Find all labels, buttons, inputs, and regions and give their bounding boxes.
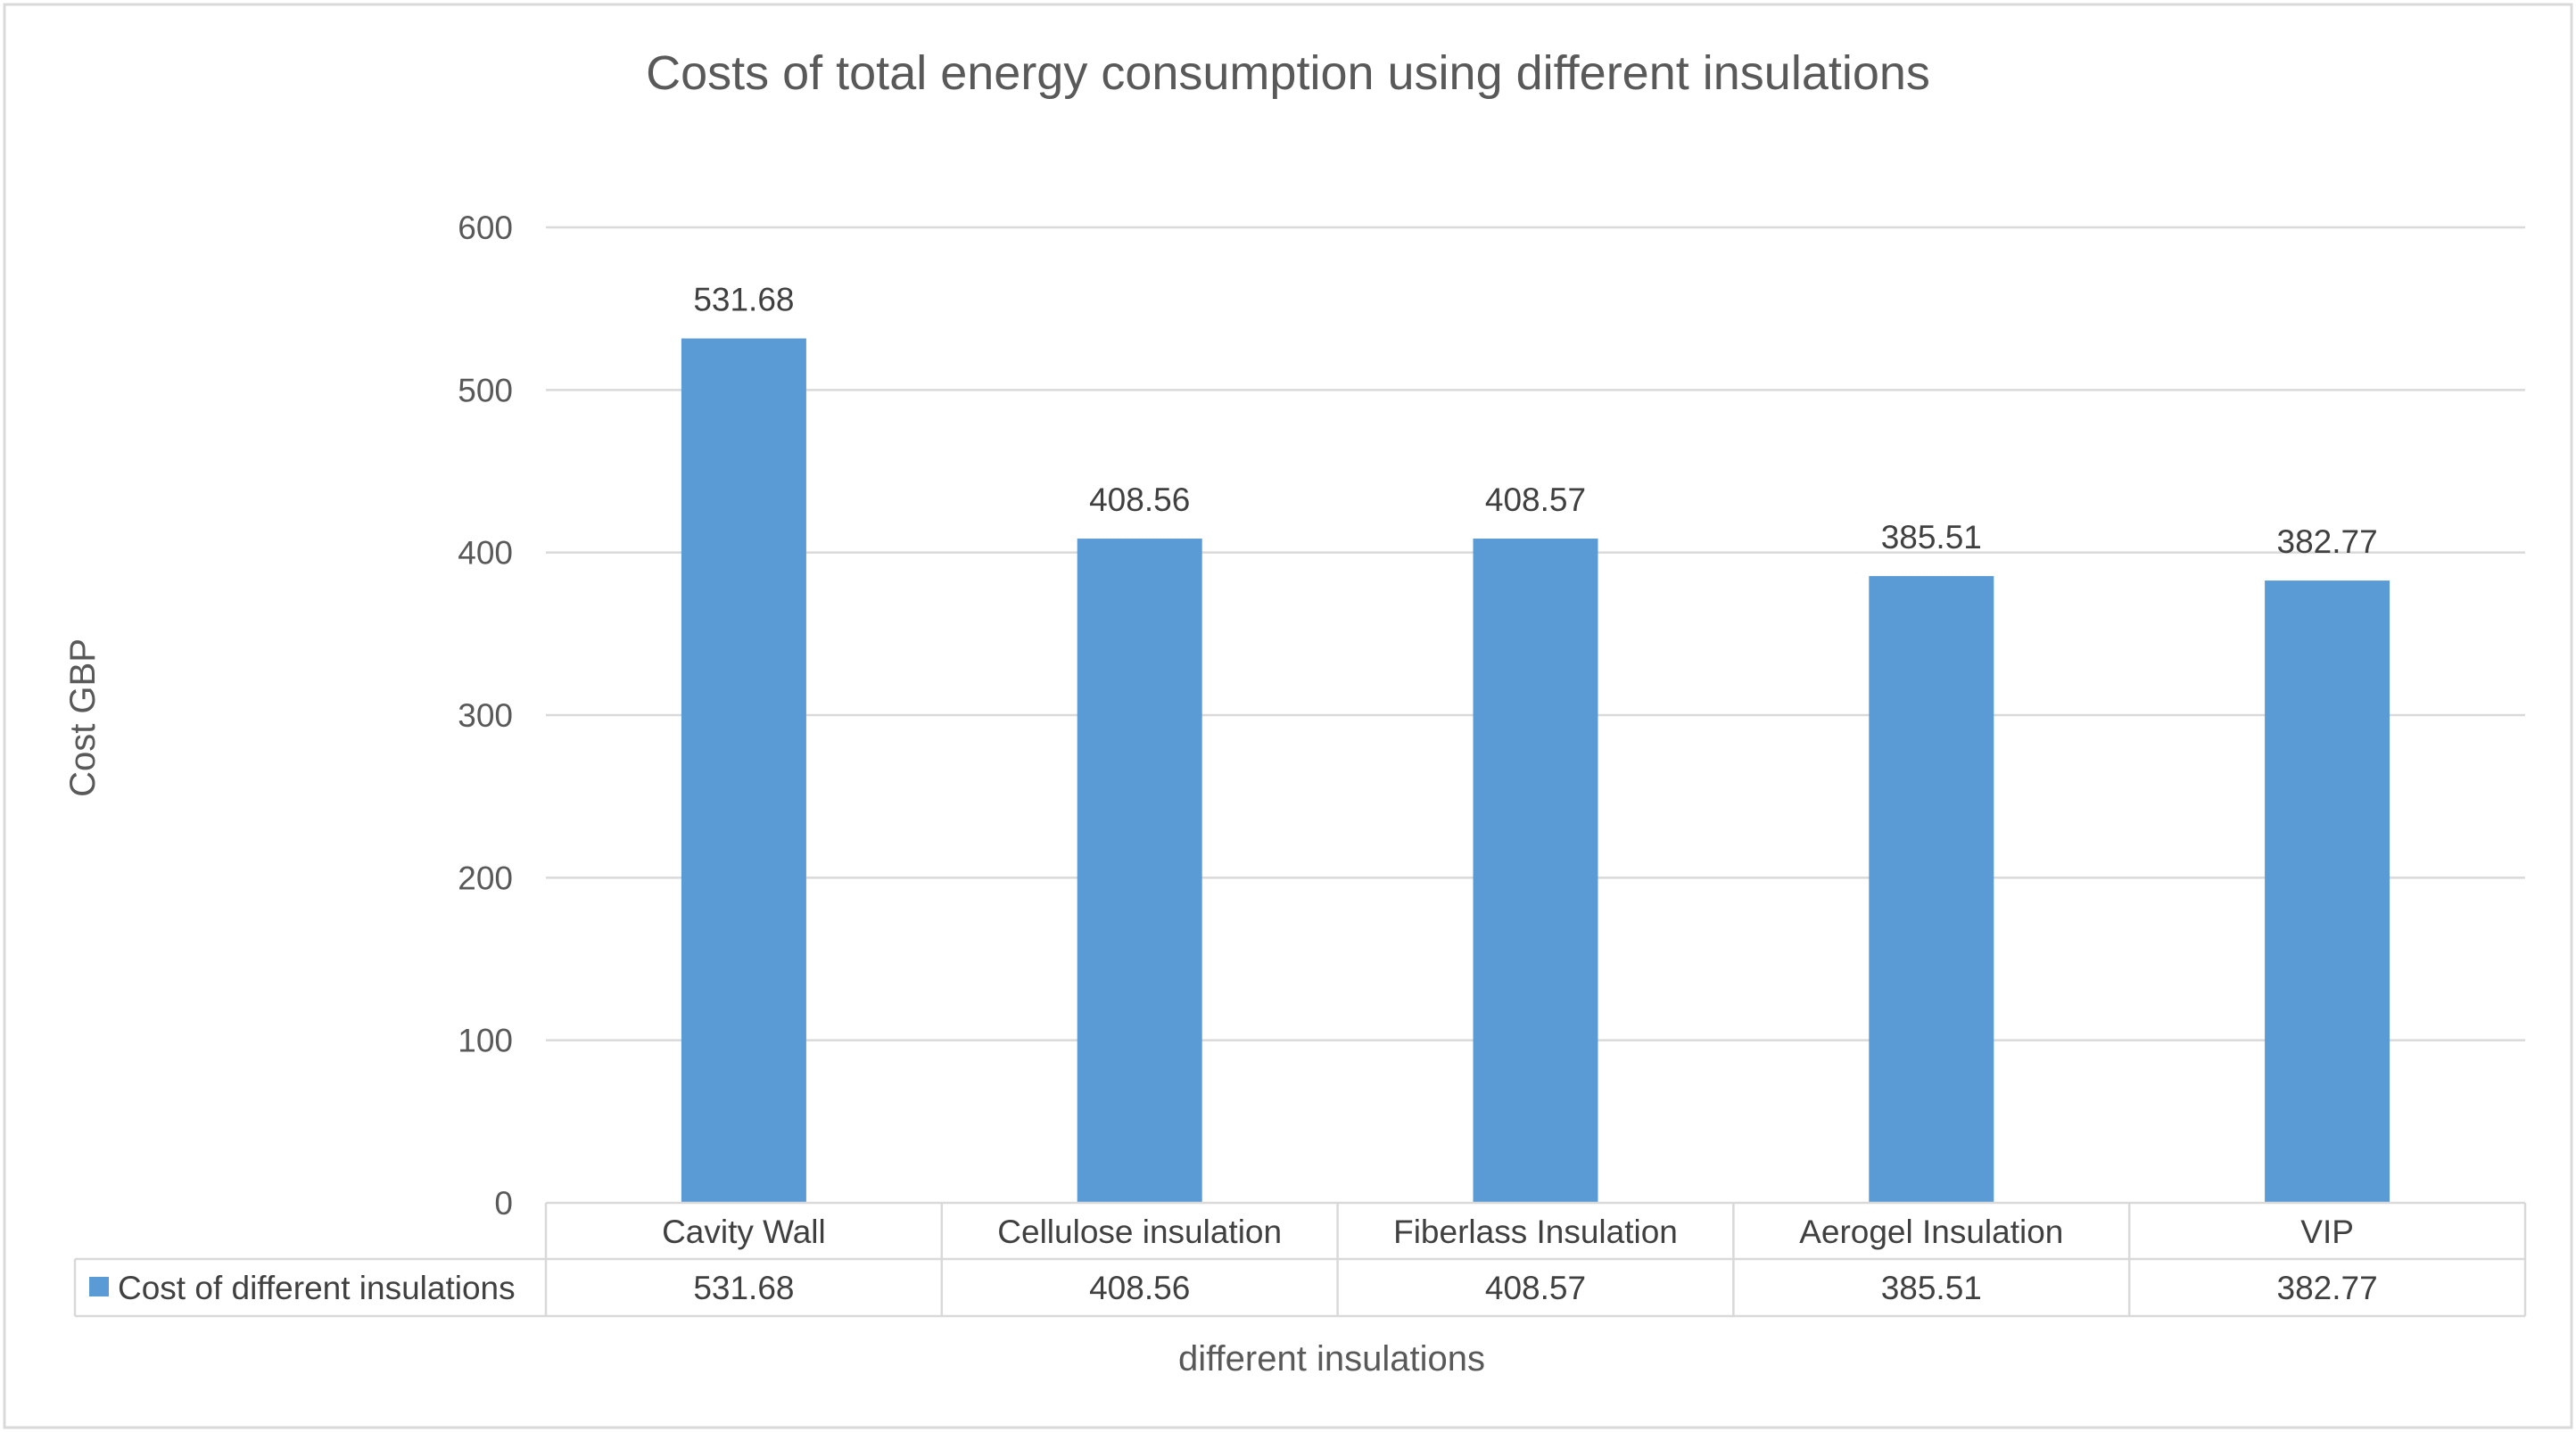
y-tick-label: 600 — [458, 210, 513, 246]
x-tick-label: Fiberlass Insulation — [1393, 1214, 1678, 1250]
table-value: 385.51 — [1881, 1270, 1982, 1306]
data-label: 531.68 — [693, 282, 794, 318]
data-label: 408.57 — [1485, 481, 1586, 518]
table-value: 531.68 — [693, 1270, 794, 1306]
data-label: 385.51 — [1881, 519, 1982, 556]
data-labels: 531.68 408.56 408.57 385.51 382.77 — [693, 282, 2377, 561]
table-value: 382.77 — [2277, 1270, 2378, 1306]
x-tick-label: Aerogel Insulation — [1799, 1214, 2063, 1250]
table-value: 408.56 — [1089, 1270, 1190, 1306]
legend-label: Cost of different insulations — [118, 1270, 516, 1306]
y-axis-ticks: 0 100 200 300 400 500 600 — [458, 210, 513, 1222]
legend-swatch — [89, 1277, 109, 1296]
bars — [681, 338, 2390, 1203]
bar — [1869, 576, 1994, 1203]
y-tick-label: 0 — [494, 1185, 513, 1222]
data-label: 408.56 — [1089, 481, 1190, 518]
y-tick-label: 300 — [458, 697, 513, 734]
data-table: Cavity Wall 531.68 Cellulose insulation 408… — [73, 1201, 2527, 1318]
chart-title: Costs of total energy consumption using … — [646, 46, 1930, 100]
bar — [681, 338, 806, 1203]
gridlines — [546, 226, 2525, 1041]
table-value: 408.57 — [1485, 1270, 1586, 1306]
y-tick-label: 200 — [458, 860, 513, 896]
x-tick-label: Cellulose insulation — [997, 1214, 1282, 1250]
x-tick-label: Cavity Wall — [662, 1214, 826, 1250]
bar — [1077, 539, 1202, 1203]
bar — [2265, 580, 2390, 1203]
x-axis-label: different insulations — [1178, 1339, 1485, 1379]
y-tick-label: 100 — [458, 1023, 513, 1059]
data-label: 382.77 — [2277, 523, 2378, 560]
x-tick-label: VIP — [2300, 1214, 2354, 1250]
y-axis-label: Cost GBP — [63, 638, 103, 797]
y-tick-label: 400 — [458, 535, 513, 572]
y-tick-label: 500 — [458, 372, 513, 408]
bar — [1473, 539, 1598, 1203]
